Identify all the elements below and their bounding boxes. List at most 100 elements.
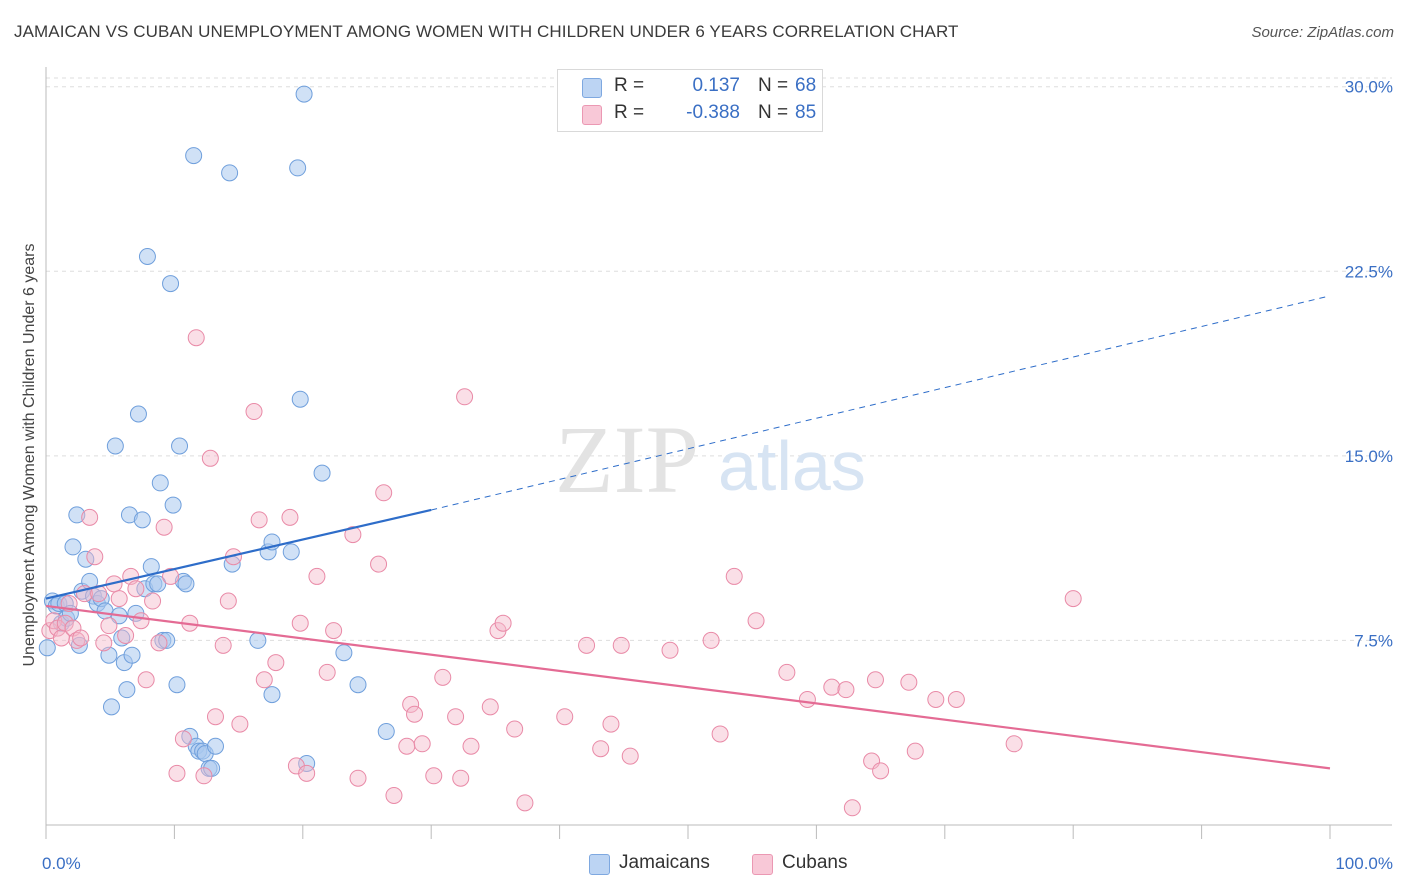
cubans-swatch [582,105,602,125]
cubans-point [174,730,192,748]
cubans-point [86,548,104,566]
cubans-point [349,769,367,787]
cubans-point [778,663,796,681]
cubans-point [506,720,524,738]
cubans-point [375,484,393,502]
jamaicans-point [206,737,224,755]
jamaicans-point [106,437,124,455]
jamaicans-point [313,464,331,482]
jamaicans-point [64,538,82,556]
cubans-point [250,511,268,529]
cubans-point [298,764,316,782]
watermark-zip: ZIP [555,406,699,513]
jamaicans-point [149,575,167,593]
cubans-point [425,767,443,785]
cubans-point [406,705,424,723]
r-label: R = [614,102,645,123]
cubans-point [325,622,343,640]
cubans-point [281,508,299,526]
cubans-point [245,403,263,421]
jamaicans-point [129,405,147,423]
jamaicans-point [171,437,189,455]
cubans-point [137,671,155,689]
r-value: -0.388 [686,102,740,123]
cubans-point [95,634,113,652]
jamaicans-point [377,722,395,740]
cubans-point [452,769,470,787]
jamaicans-trend-line [45,508,432,600]
y-tick-label: 7.5% [1354,631,1393,650]
cubans-point [556,708,574,726]
cubans-point [144,592,162,610]
cubans-point [578,636,596,654]
cubans-swatch [752,854,773,875]
cubans-point [927,690,945,708]
jamaicans-point [138,248,156,265]
cubans-point [195,767,213,785]
n-value: 68 [795,75,817,96]
cubans-point [187,329,205,347]
cubans-point [900,673,918,691]
cubans-point [150,634,168,652]
jamaicans-point [221,164,239,182]
cubans-point [612,636,630,654]
cubans-point [219,592,237,610]
jamaicans-point [185,147,203,165]
cubans-point [370,555,388,573]
cubans-point [711,725,729,743]
legend-label: Jamaicans [619,852,710,873]
cubans-point [462,737,480,755]
cubans-point [214,636,232,654]
r-value: 0.137 [692,75,740,96]
jamaicans-point [263,686,281,704]
cubans-point [100,617,118,635]
chart-title: JAMAICAN VS CUBAN UNEMPLOYMENT AMONG WOM… [14,22,959,41]
correlation-legend: R = 0.137 N = 68 R = -0.388 N = 85 [557,69,823,132]
cubans-point [117,627,135,644]
cubans-point [127,580,145,598]
cubans-point [168,764,186,782]
cubans-point [132,612,150,630]
cubans-point [267,654,285,672]
y-tick-label: 22.5% [1345,262,1393,281]
cubans-point [516,794,534,812]
x-tick-label: 100.0% [1335,854,1393,873]
cubans-point [447,708,465,726]
cubans-point [592,740,610,758]
jamaicans-point [70,636,88,654]
jamaicans-point [118,681,136,699]
cubans-point [206,708,224,726]
cubans-point [318,663,336,681]
cubans-point [837,681,855,699]
cubans-point [1064,590,1082,608]
jamaicans-swatch [589,854,610,875]
r-label: R = [614,75,645,96]
cubans-points [41,329,1082,817]
jamaicans-point [289,159,307,177]
jamaicans-point [123,646,141,664]
cubans-point [725,567,743,585]
jamaicans-point [68,506,86,524]
cubans-point [1005,735,1023,753]
tick-labels: 7.5% 15.0% 22.5% 30.0% 0.0% 100.0% [42,78,1393,873]
y-axis-label: Unemployment Among Women with Children U… [21,243,38,667]
cubans-point [494,614,512,632]
jamaicans-point [133,511,151,529]
cubans-point [661,641,679,659]
jamaicans-point [298,754,316,772]
n-value: 85 [795,102,817,123]
watermark: ZIP atlas [555,406,866,513]
cubans-point [81,508,99,526]
gridlines [46,77,1392,641]
cubans-trend-line [45,604,1331,770]
jamaicans-point [162,275,180,293]
cubans-point [402,695,420,713]
cubans-point [255,671,273,689]
jamaicans-point [164,496,182,514]
jamaicans-point [349,676,367,694]
jamaicans-point [291,390,309,408]
n-label: N = [758,102,789,123]
jamaicans-point [151,474,169,492]
cubans-point [947,690,965,708]
